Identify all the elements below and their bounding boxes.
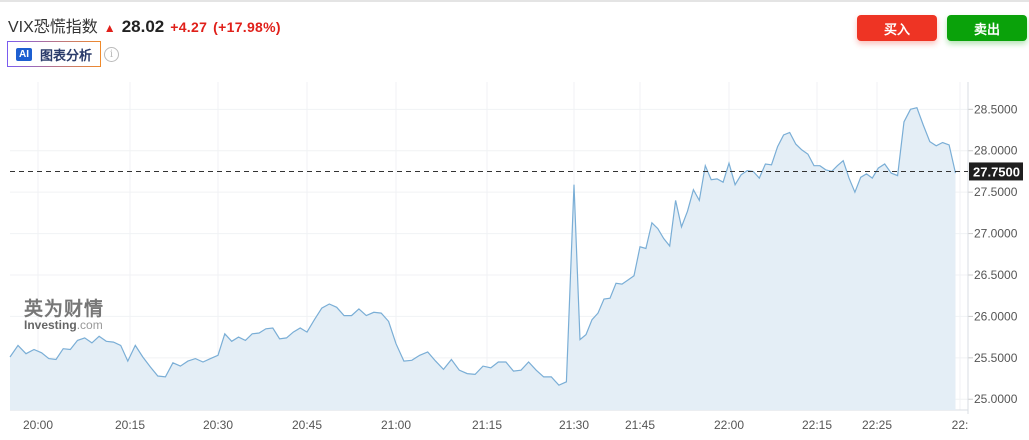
y-tick-label: 27.0000: [974, 227, 1018, 241]
price-line: [9, 106, 957, 386]
info-icon[interactable]: i: [104, 47, 119, 62]
watermark-cn: 英为财情: [24, 299, 105, 320]
current-price-label-bg: [969, 162, 1023, 181]
x-tick-label: 22:25: [862, 418, 892, 432]
watermark-en-text: Investing: [24, 318, 77, 332]
y-tick-label: 26.5000: [974, 268, 1018, 282]
watermark-domain: .com: [76, 318, 103, 332]
y-tick-label: 26.0000: [974, 309, 1018, 323]
instrument-name: VIX恐慌指数: [8, 19, 98, 36]
x-tick-label: 21:15: [472, 418, 502, 432]
price-area-fill: [10, 107, 956, 410]
current-price-label: 27.7500: [973, 164, 1020, 179]
x-tick-label: 22:: [952, 418, 969, 432]
buy-button[interactable]: 买入: [857, 15, 937, 41]
investing-watermark-logo: 英为财情 Investing.com: [24, 294, 104, 332]
x-tick-label: 21:00: [381, 418, 411, 432]
y-tick-label: 28.5000: [974, 102, 1018, 116]
ai-chart-analysis-button[interactable]: AI 图表分析: [7, 41, 102, 67]
ai-button-label: 图表分析: [40, 47, 93, 63]
x-tick-label: 22:00: [714, 418, 744, 432]
price-change: +4.27: [170, 19, 208, 35]
last-price: 28.02: [121, 17, 165, 36]
ai-icon: AI: [16, 47, 32, 61]
y-tick-label: 25.5000: [974, 351, 1018, 365]
x-tick-label: 21:30: [559, 418, 589, 432]
y-tick-label: 25.0000: [974, 392, 1018, 406]
price-change-percent: (+17.98%): [213, 19, 281, 35]
up-arrow-icon: ▲: [103, 21, 116, 35]
y-tick-label: 27.5000: [974, 185, 1018, 199]
x-tick-label: 21:45: [625, 418, 655, 432]
x-tick-label: 22:15: [802, 418, 832, 432]
instrument-header: VIX恐慌指数 ▲ 28.02 +4.27 (+17.98%): [8, 13, 281, 37]
sell-button[interactable]: 卖出: [947, 15, 1027, 41]
x-tick-label: 20:30: [203, 418, 233, 432]
x-tick-label: 20:15: [115, 418, 145, 432]
y-tick-label: 28.0000: [974, 144, 1018, 158]
x-tick-label: 20:00: [23, 418, 53, 432]
x-tick-label: 20:45: [292, 418, 322, 432]
watermark-en: Investing.com: [24, 318, 104, 332]
